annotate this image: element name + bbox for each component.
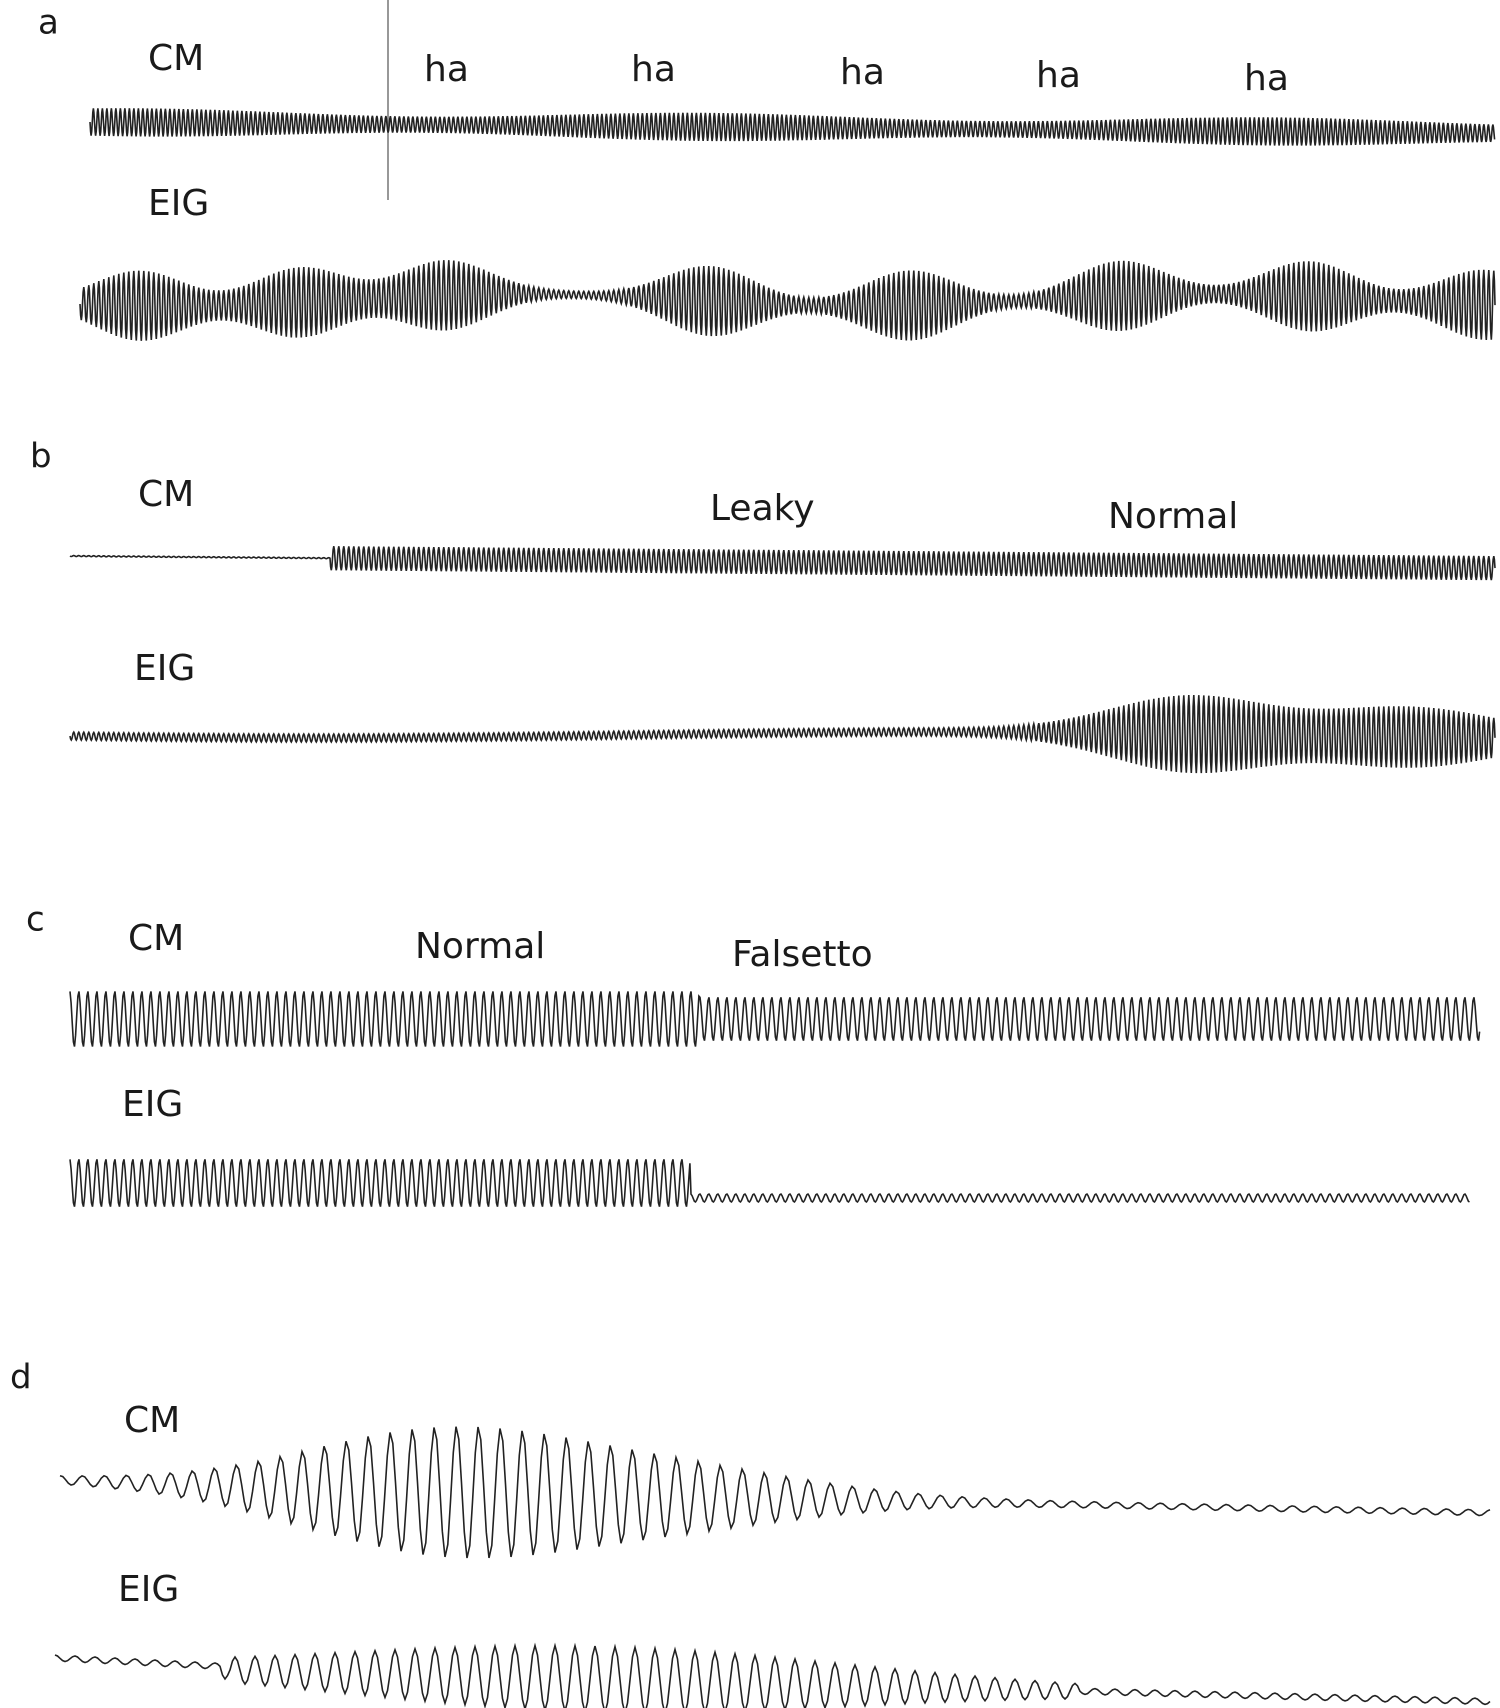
panel-label: d: [10, 1358, 32, 1398]
panel-label: c: [26, 900, 45, 940]
panel-b: b CM EIG Leaky Normal: [30, 437, 1238, 690]
annotation: Falsetto: [732, 934, 873, 975]
trace-label: EIG: [148, 183, 209, 224]
annotation: Leaky: [710, 488, 815, 529]
waveform: [59, 1426, 1491, 1559]
panel-label: a: [38, 3, 59, 43]
panel-d: d CM EIG: [10, 1358, 180, 1611]
waveform: [89, 108, 1496, 146]
trace-label: CM: [124, 1400, 180, 1441]
annotation: ha: [424, 49, 469, 90]
waveform: [69, 991, 1481, 1047]
annotation: Normal: [1108, 496, 1238, 537]
waveform: [54, 1642, 1491, 1708]
waveform: [69, 546, 1496, 581]
trace-label: EIG: [122, 1084, 183, 1125]
annotation: ha: [840, 52, 885, 93]
trace-label: CM: [128, 918, 184, 959]
trace-label: EIG: [134, 648, 195, 689]
annotation: ha: [1036, 55, 1081, 96]
panel-a: a CM EIG ha ha ha ha ha: [38, 3, 1289, 225]
annotation: Normal: [415, 926, 545, 967]
waveform: [69, 1159, 1470, 1207]
panel-label: b: [30, 437, 52, 477]
waveform: [79, 260, 1496, 341]
waveform: [69, 695, 1496, 774]
panel-c: c CM EIG Normal Falsetto: [26, 900, 873, 1126]
annotation: ha: [1244, 58, 1289, 99]
trace-label: CM: [138, 474, 194, 515]
trace-label: CM: [148, 38, 204, 79]
trace-label: EIG: [118, 1569, 179, 1610]
annotation: ha: [631, 49, 676, 90]
